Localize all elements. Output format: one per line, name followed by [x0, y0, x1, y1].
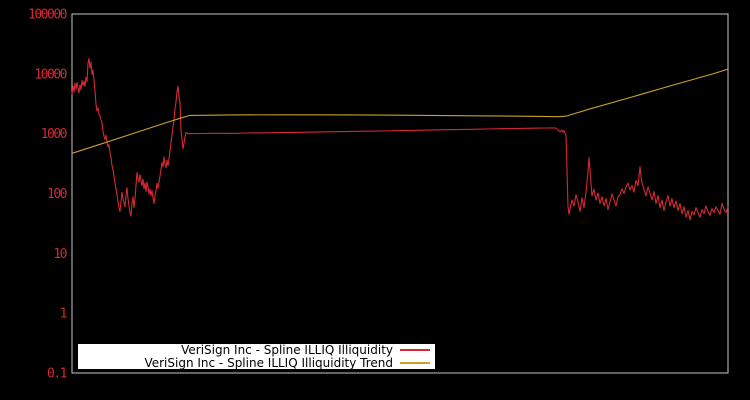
- y-tick-label: 1000: [41, 127, 67, 142]
- y-tick-label: 10: [53, 247, 66, 262]
- plot-border: [71, 13, 729, 374]
- y-tick-label: 0.1: [47, 367, 67, 382]
- y-axis-tick-labels: 100000 10000 1000 100 10 1 0.1: [28, 8, 68, 382]
- series-line: [71, 68, 729, 154]
- y-tick-label: 10000: [34, 67, 66, 82]
- y-tick-label: 100: [47, 187, 67, 202]
- series-line: [71, 58, 729, 221]
- y-tick-label: 1: [60, 307, 67, 322]
- legend-entry: VeriSign Inc - Spline ILLIQ Illiquidity: [78, 344, 430, 357]
- legend-line-swatch-illiquidity: [400, 349, 430, 352]
- legend-label-illiquidity: VeriSign Inc - Spline ILLIQ Illiquidity: [181, 343, 393, 358]
- legend-label-trend: VeriSign Inc - Spline ILLIQ Illiquidity …: [144, 355, 393, 370]
- legend-line-swatch-trend: [400, 361, 430, 364]
- legend-entry: VeriSign Inc - Spline ILLIQ Illiquidity …: [78, 357, 430, 370]
- legend: VeriSign Inc - Spline ILLIQ Illiquidity …: [78, 344, 435, 369]
- y-tick-label: 100000: [28, 8, 67, 23]
- data-series-lines: [71, 58, 729, 221]
